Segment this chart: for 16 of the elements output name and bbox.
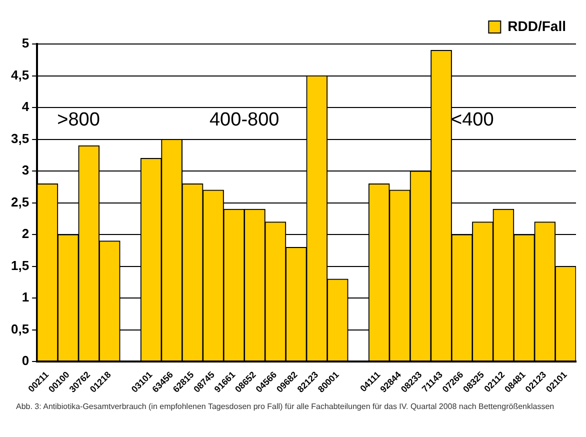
- legend-label: RDD/Fall: [508, 18, 566, 34]
- y-tick-label: 0: [22, 353, 30, 368]
- y-tick-label: 2: [22, 226, 30, 242]
- y-tick-label: 2,5: [10, 194, 30, 210]
- annotation: 400-800: [209, 110, 280, 131]
- y-tick-label: 4,5: [10, 67, 30, 82]
- y-tick-label: 3: [22, 162, 30, 178]
- annotation: <400: [450, 110, 494, 131]
- y-tick-label: 4: [22, 99, 30, 114]
- y-tick-label: 1,5: [10, 258, 30, 273]
- y-tick-label: 0,5: [10, 321, 30, 336]
- y-tick-label: 3,5: [10, 130, 30, 146]
- caption: Abb. 3: Antibiotika-Gesamtverbrauch (in empfohlenen Tagesdosen pro Fall) für alle Fachabteilungen für das IV. Quartal 2008 nach Bettengrößenklassen: [16, 402, 556, 412]
- annotation: >800: [57, 110, 100, 131]
- y-tick-label: 1: [22, 290, 30, 305]
- y-tick-label: 5: [22, 36, 30, 51]
